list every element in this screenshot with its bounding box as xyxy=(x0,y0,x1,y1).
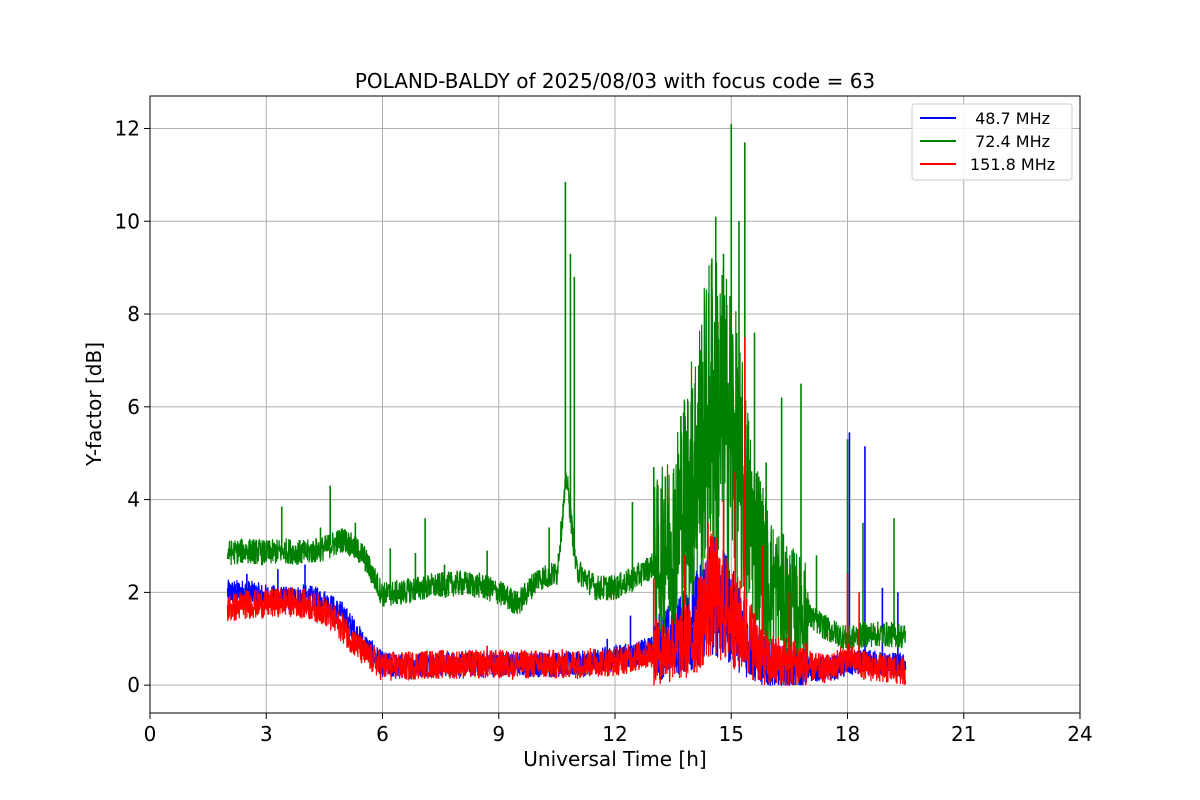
x-tick-label: 0 xyxy=(144,722,157,746)
x-tick-label: 9 xyxy=(492,722,505,746)
x-tick-label: 21 xyxy=(951,722,976,746)
legend-box xyxy=(911,103,1073,181)
x-axis-label: Universal Time [h] xyxy=(523,747,706,771)
series-2 xyxy=(226,337,907,687)
x-tick-label: 24 xyxy=(1067,722,1092,746)
x-tick-label: 15 xyxy=(719,722,744,746)
y-tick-label: 4 xyxy=(127,488,140,512)
y-tick-label: 12 xyxy=(115,116,140,140)
series-line xyxy=(226,530,907,687)
x-tick-label: 3 xyxy=(260,722,273,746)
y-tick-label: 2 xyxy=(127,580,140,604)
x-tick-label: 6 xyxy=(376,722,389,746)
series-layer xyxy=(226,123,907,687)
legend-label: 72.4 MHz xyxy=(970,132,1050,151)
x-tick-label: 18 xyxy=(835,722,860,746)
y-axis-label: Y-factor [dB] xyxy=(82,342,106,467)
legend-label: 48.7 MHz xyxy=(970,109,1050,128)
x-tick-label: 12 xyxy=(602,722,627,746)
chart-title: POLAND-BALDY of 2025/08/03 with focus co… xyxy=(355,69,875,93)
legend-label: 151.8 MHz xyxy=(970,155,1055,174)
series-line xyxy=(226,262,907,665)
y-tick-label: 10 xyxy=(115,209,140,233)
series-1 xyxy=(226,123,907,665)
y-tick-label: 0 xyxy=(127,673,140,697)
legend: 48.7 MHz 72.4 MHz 151.8 MHz xyxy=(911,103,1073,181)
y-tick-label: 8 xyxy=(127,302,140,326)
y-tick-label: 6 xyxy=(127,395,140,419)
